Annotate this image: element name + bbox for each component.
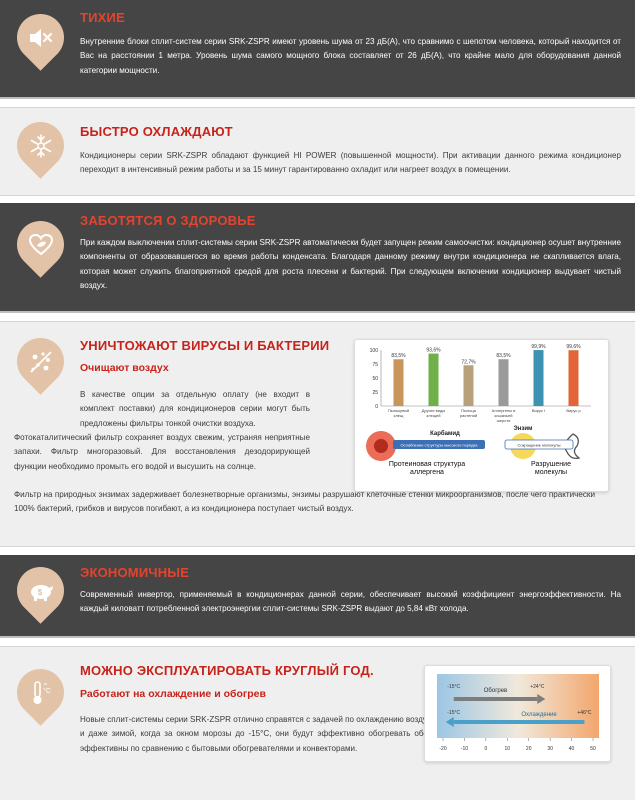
bar <box>498 359 509 406</box>
destroy-protein-label: Ослабление структуры высокого порядка <box>400 443 478 448</box>
section-title: БЫСТРО ОХЛАЖДАЮТ <box>80 124 233 139</box>
bar-value-label: 99,6% <box>566 344 581 350</box>
section-subtitle: Очищают воздух <box>80 362 169 374</box>
section-text: Современный инвертор, применяемый в конд… <box>80 590 621 614</box>
cooling-label: Охлаждение <box>521 712 557 718</box>
bar-category-label: клещей <box>426 413 440 418</box>
y-tick-label: 0 <box>375 404 378 410</box>
caption-left-2: аллергена <box>410 469 444 476</box>
temperature-range-figure: -20 -10 0 10 20 30 40 50 Обогрев -15°C +24°C Охлажд… <box>424 665 611 762</box>
bar-value-label: 99,9% <box>531 344 546 350</box>
bar-category-label: кошачьей <box>495 413 513 418</box>
section-title: МОЖНО ЭКСПЛУАТИРОВАТЬ КРУГЛЫЙ ГОД. <box>80 663 374 678</box>
quiet-pin <box>7 4 74 71</box>
cooling-pin <box>7 112 74 179</box>
section-text: При каждом выключении сплит-системы сери… <box>80 238 621 291</box>
heating-min-label: -15°C <box>447 684 460 690</box>
bar-category-label: Другие виды <box>422 408 446 413</box>
section-quiet: ТИХИЕ Внутренние блоки сплит-систем сери… <box>0 0 635 99</box>
all-year-pin: °C <box>7 659 74 726</box>
arrow-bar-right <box>504 439 574 450</box>
section-antivirus: УНИЧТОЖАЮТ ВИРУСЫ И БАКТЕРИИ Очищают воз… <box>0 321 635 547</box>
caption-right-2: молекулы <box>535 469 567 476</box>
heating-arrow-head <box>537 694 546 704</box>
bar-category-label: растений <box>460 413 477 418</box>
economy-pin: $ <box>7 557 74 624</box>
bar <box>463 365 474 406</box>
antivirus-pin <box>7 328 74 395</box>
thermometer-icon: °C <box>33 680 51 704</box>
temperature-gradient <box>437 674 599 738</box>
svg-text:°C: °C <box>43 687 51 695</box>
bar-category-label: Пыльцевой <box>388 408 409 413</box>
caption-left: Протеиновая структура <box>389 461 465 468</box>
bar-value-label: 93,6% <box>426 348 441 354</box>
health-pin <box>7 211 74 278</box>
axis-tick-label: 30 <box>547 746 553 752</box>
section-text-p3: Фильтр на природных энзимах задерживает … <box>14 490 595 514</box>
destroy-molecule-label: Сокращение молекулы <box>518 443 561 448</box>
section-economy: $ ЭКОНОМИЧНЫЕ Современный инвертор, прим… <box>0 555 635 638</box>
section-text: Новые сплит-системы серии SRK-ZSPR отлич… <box>80 715 605 753</box>
heart-leaf-icon <box>28 233 53 255</box>
bar-category-label: Аллергены в <box>492 408 516 413</box>
bar-category-label: Вирус р <box>566 408 581 413</box>
svg-text:$: $ <box>37 588 42 597</box>
caption-right: Разрушение <box>531 461 571 468</box>
section-title: ЭКОНОМИЧНЫЕ <box>80 565 190 580</box>
axis-tick-label: 10 <box>505 746 511 752</box>
virus-icon <box>29 350 52 373</box>
arrow-bar-left <box>393 440 485 449</box>
section-text: Кондиционеры серии SRK-ZSPR обладают фун… <box>80 151 621 175</box>
protein-core <box>374 439 388 453</box>
section-text-p2: Фотокаталитический фильтр сохраняет возд… <box>14 433 310 471</box>
mute-speaker-icon <box>29 28 52 47</box>
snowflake-sun-icon <box>30 133 51 158</box>
section-health: ЗАБОТЯТСЯ О ЗДОРОВЬЕ При каждом выключен… <box>0 203 635 313</box>
axis-tick-label: -10 <box>461 746 468 752</box>
section-text-p1: В качестве опции за отдельную оплату (не… <box>80 390 310 428</box>
heating-label: Обогрев <box>484 688 508 694</box>
section-subtitle: Работают на охлаждение и обогрев <box>80 688 266 700</box>
cooling-min-label: -15°C <box>447 710 460 716</box>
y-tick-label: 50 <box>372 376 378 382</box>
y-tick-label: 25 <box>372 390 378 396</box>
temperature-range-chart: -20 -10 0 10 20 30 40 50 Обогрев -15°C +24°C Охлажд… <box>437 674 599 752</box>
bar-category-label: шерсти <box>497 418 511 423</box>
enzyme-label: Энзим <box>513 426 533 432</box>
section-all-year: °C МОЖНО ЭКСПЛУАТИРОВАТЬ КРУГЛЫЙ ГОД. Ра… <box>0 646 635 800</box>
bar <box>393 359 404 406</box>
piggy-bank-icon: $ <box>30 584 53 601</box>
bar-category-label: клещ <box>394 413 404 418</box>
bar-value-label: 83,5% <box>496 353 511 359</box>
bar-value-label: 72,7% <box>461 359 476 365</box>
axis-tick-label: -20 <box>439 746 446 752</box>
section-title: УНИЧТОЖАЮТ ВИРУСЫ И БАКТЕРИИ <box>80 338 330 353</box>
heating-max-label: +24°C <box>530 684 544 690</box>
carbamide-label: Карбамид <box>430 430 460 437</box>
axis-tick-label: 0 <box>484 746 487 752</box>
bar-category-label: Пыльца <box>461 408 476 413</box>
y-tick-label: 100 <box>370 348 379 354</box>
section-fast-cooling: БЫСТРО ОХЛАЖДАЮТ Кондиционеры серии SRK-… <box>0 107 635 196</box>
bar <box>428 353 439 406</box>
bar <box>568 350 579 406</box>
section-title: ЗАБОТЯТСЯ О ЗДОРОВЬЕ <box>80 213 256 228</box>
axis-tick-label: 50 <box>590 746 596 752</box>
bar-value-label: 83,5% <box>391 353 406 359</box>
axis-tick-label: 20 <box>526 746 532 752</box>
axis-tick-label: 40 <box>569 746 575 752</box>
section-text: Внутренние блоки сплит-систем серии SRK-… <box>80 37 621 75</box>
section-title: ТИХИЕ <box>80 10 125 25</box>
cooling-arrow-head <box>445 717 454 727</box>
virus-efficiency-figure: 100 75 50 25 0 83,5% Пыльцевой клещ 93,6% Другие … <box>354 339 609 492</box>
bar <box>533 350 544 406</box>
cooling-max-label: +46°C <box>577 710 591 716</box>
bar-category-label: Вирус I <box>532 408 545 413</box>
y-tick-label: 75 <box>372 362 378 368</box>
